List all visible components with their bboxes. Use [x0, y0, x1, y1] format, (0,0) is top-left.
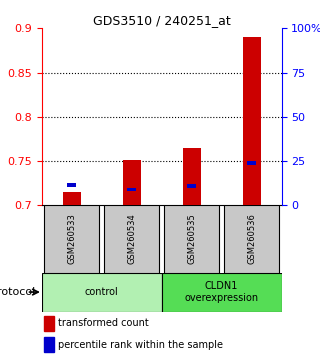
Bar [162, 273, 282, 312]
Bar [104, 205, 159, 273]
Text: percentile rank within the sample: percentile rank within the sample [59, 339, 223, 350]
Text: CLDN1
overexpression: CLDN1 overexpression [185, 281, 259, 303]
Bar [123, 160, 140, 205]
Text: control: control [85, 287, 118, 297]
Text: GSM260535: GSM260535 [187, 213, 196, 264]
Bar [44, 205, 99, 273]
Title: GDS3510 / 240251_at: GDS3510 / 240251_at [93, 14, 230, 27]
Bar [224, 205, 279, 273]
Bar [63, 192, 81, 205]
Text: transformed count: transformed count [59, 318, 149, 329]
Text: protocol: protocol [0, 287, 35, 297]
Bar [44, 316, 54, 331]
Text: GSM260533: GSM260533 [67, 213, 76, 264]
Bar [42, 273, 162, 312]
Text: GSM260536: GSM260536 [247, 213, 256, 264]
Bar [247, 161, 256, 165]
Text: GSM260534: GSM260534 [127, 213, 136, 264]
Bar [183, 148, 201, 205]
Bar [44, 337, 54, 352]
Bar [243, 37, 260, 205]
Bar [187, 184, 196, 188]
Bar [67, 183, 76, 187]
Bar [164, 205, 219, 273]
Bar [127, 188, 136, 191]
